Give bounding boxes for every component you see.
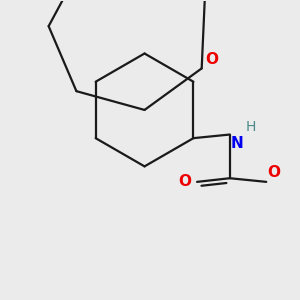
Text: O: O <box>205 52 218 67</box>
Text: H: H <box>245 120 256 134</box>
Text: N: N <box>231 136 243 151</box>
Text: O: O <box>178 174 192 189</box>
Text: O: O <box>267 165 280 180</box>
